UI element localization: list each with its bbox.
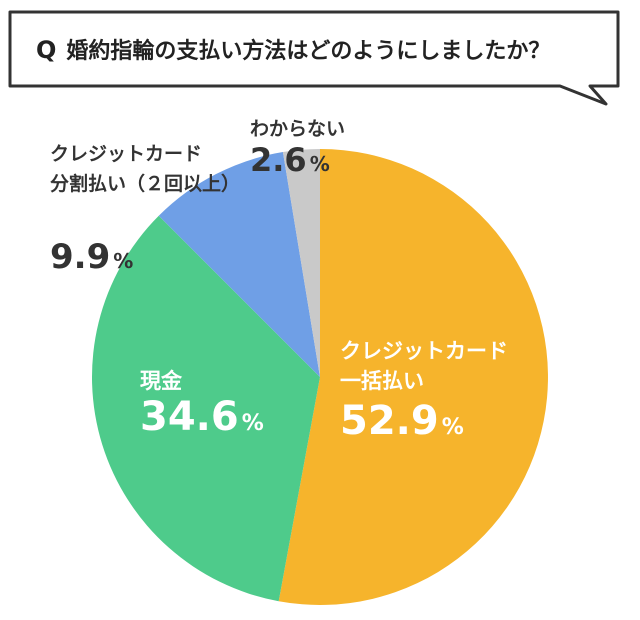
slice-label-1-line-2: 一括払い xyxy=(340,369,424,393)
slice-label-3-line-1: クレジットカード xyxy=(50,143,202,165)
question-title: Q 婚約指輪の支払い方法はどのようにしましたか？ xyxy=(36,30,606,70)
slice-label-4-line-1: わからない xyxy=(250,118,345,140)
pie-slice-1 xyxy=(278,149,548,605)
question-text: 婚約指輪の支払い方法はどのようにしましたか？ xyxy=(66,39,551,64)
slice-value-2: 34.6% xyxy=(140,394,264,440)
slice-label-1-line-1: クレジットカード xyxy=(340,339,508,363)
pie-slice-3 xyxy=(158,152,320,377)
slice-label-2-line-1: 現金 xyxy=(140,369,183,393)
question-marker: Q xyxy=(36,36,57,64)
pie-slices xyxy=(91,149,548,605)
question-speech-bubble xyxy=(8,10,620,106)
pie-slice-4 xyxy=(282,149,320,377)
slice-value-1: 52.9% xyxy=(340,398,464,444)
pie-slice-2 xyxy=(91,215,320,602)
slice-value-3: 9.9% xyxy=(50,237,133,277)
slice-label-3-line-2: 分割払い（２回以上） xyxy=(50,172,240,195)
slice-value-4: 2.6% xyxy=(250,141,330,179)
